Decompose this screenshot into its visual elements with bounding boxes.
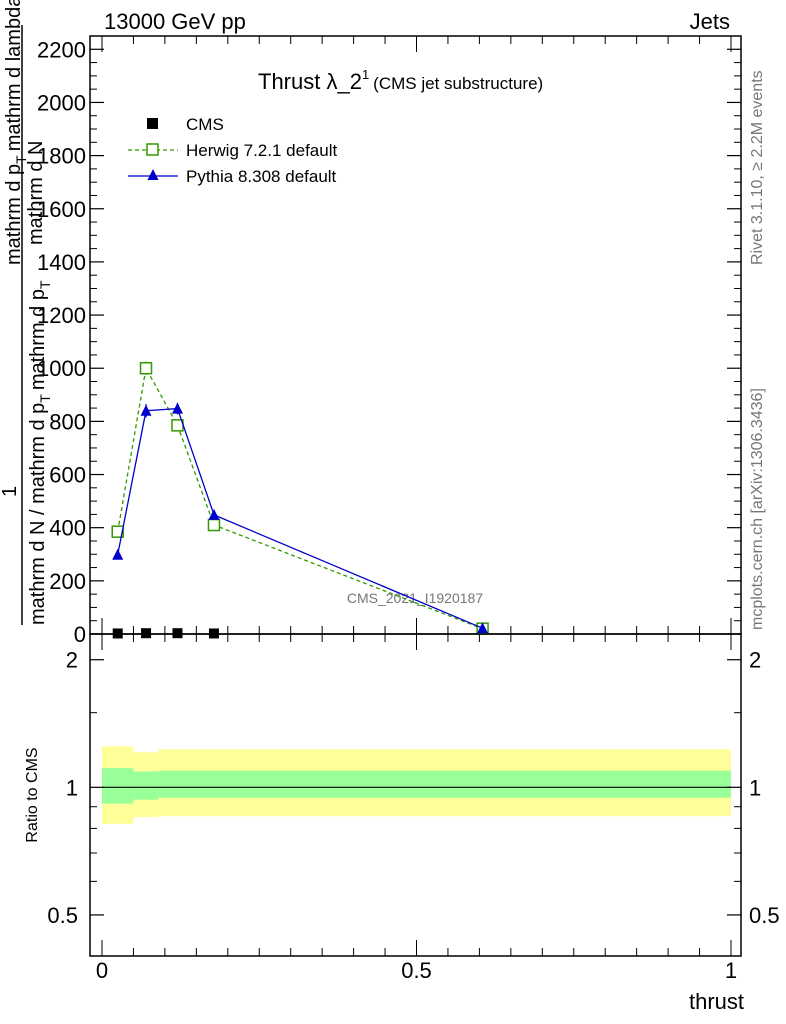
legend-herwig-label: Herwig 7.2.1 default	[186, 141, 337, 160]
ratio-x-axis: 0 0.5 1	[96, 634, 737, 983]
ratio-y-axis: 0.5 0.5 1 1 2 2	[47, 648, 779, 928]
series-pythia	[112, 402, 488, 634]
x-tick-label: 1	[725, 958, 737, 983]
main-y-tick-label: 800	[49, 409, 86, 434]
ratio-y-tick-label: 0.5	[47, 903, 78, 928]
y-axis-label: mathrm d N / mathrm d pTmathrm d pT 1 ma…	[0, 0, 53, 625]
herwig-data-point	[111, 525, 124, 538]
main-y-tick-label: 0	[74, 622, 86, 647]
main-y-tick-label: 2200	[37, 37, 86, 62]
ratio-y-tick-label: 2	[66, 648, 78, 673]
ratio-plot: 0.5 0.51 12 2 0 0.5 1 Ratio to CMS thrust	[24, 633, 780, 1014]
main-y-axis: 0 200 400 600 800 1000 1200 1400 1600 1800 2000 220…	[37, 35, 741, 647]
main-y-tick-label: 600	[49, 463, 86, 488]
ratio-inner-band	[133, 771, 159, 800]
main-y-tick-label: 2000	[37, 90, 86, 115]
chart-title: Thrust λ_21 (CMS jet substructure)	[258, 67, 543, 94]
x-axis-label: thrust	[689, 989, 744, 1014]
legend-pythia-marker	[147, 169, 159, 180]
herwig-data-point	[207, 518, 221, 532]
pythia-data-point	[140, 404, 152, 416]
ratio-y-label: Ratio to CMS	[24, 747, 41, 842]
ratio-y-tick-label-right: 2	[749, 648, 761, 673]
ratio-y-tick-label-right: 1	[749, 775, 761, 800]
process-label: Jets	[690, 9, 730, 34]
cms-data-point	[141, 628, 152, 639]
ratio-y-tick-label: 1	[66, 775, 78, 800]
pythia-data-point	[208, 508, 220, 520]
main-y-tick-label: 1400	[37, 250, 86, 275]
herwig-data-point	[139, 361, 153, 375]
x-tick-label: 0.5	[401, 958, 432, 983]
ratio-inner-band	[158, 770, 732, 798]
energy-label: 13000 GeV pp	[104, 9, 246, 34]
legend-pythia-label: Pythia 8.308 default	[186, 167, 337, 186]
y-axis-label-denominator: mathrm d N / mathrm d pTmathrm d pT	[27, 280, 53, 625]
main-y-tick-label: 1600	[37, 197, 86, 222]
ratio-y-tick-label-right: 0.5	[749, 903, 780, 928]
legend: CMS Herwig 7.2.1 default Pythia 8.308 de…	[128, 115, 337, 186]
y-axis-label-lambda: mathrm d pTmathrm d lambda	[3, 0, 29, 265]
ratio-frame	[89, 633, 742, 957]
main-y-tick-label: 1000	[37, 356, 86, 381]
pythia-data-point	[172, 402, 183, 414]
rivet-label: Rivet 3.1.10, ≥ 2.2M events	[749, 70, 766, 265]
mcplots-label: mcplots.cern.ch [arXiv:1306.3436]	[749, 388, 766, 630]
y-axis-label-numerator: 1	[0, 486, 21, 497]
pythia-data-point	[477, 622, 488, 634]
main-x-ticks	[101, 36, 732, 634]
legend-herwig-marker	[146, 143, 159, 156]
y-axis-label-numerator-top: mathrm d N	[25, 141, 47, 245]
main-plot: 0 200 400 600 800 1000 1200 1400 1600 1800 2000 220…	[0, 0, 742, 647]
ratio-bands	[102, 746, 732, 824]
main-y-tick-label: 1200	[37, 303, 86, 328]
series-herwig	[111, 361, 489, 635]
legend-cms-label: CMS	[186, 115, 224, 134]
cms-data-point	[172, 628, 183, 639]
main-y-tick-label: 1800	[37, 144, 86, 169]
pythia-data-point	[112, 548, 124, 560]
main-y-tick-label: 400	[49, 516, 86, 541]
x-tick-label: 0	[96, 958, 108, 983]
main-y-tick-label: 200	[49, 569, 86, 594]
legend-cms-marker	[147, 118, 158, 129]
analysis-watermark: CMS_2021_I1920187	[347, 590, 483, 606]
ratio-inner-band	[102, 768, 134, 804]
